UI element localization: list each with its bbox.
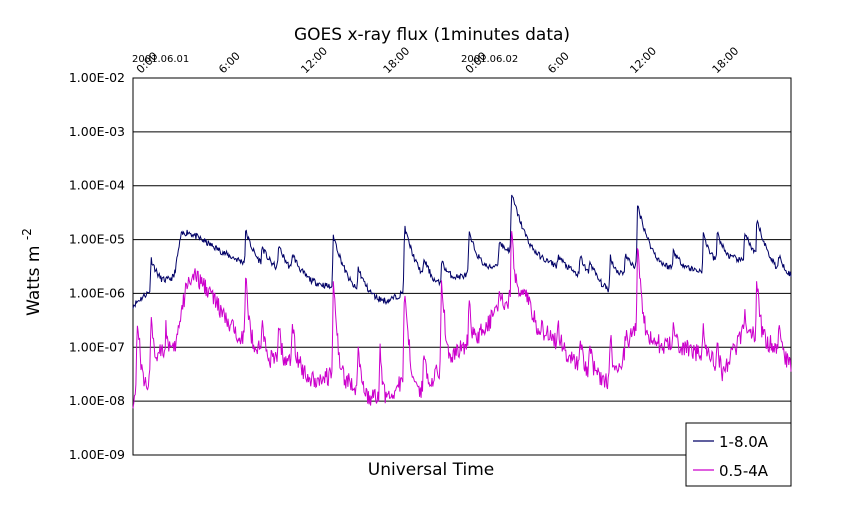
y-tick-label: 1.00E-07	[69, 339, 125, 354]
x-tick-label: 6:00	[216, 49, 243, 76]
plot-area-border	[132, 77, 792, 456]
y-tick-label: 1.00E-09	[69, 447, 125, 462]
svg-text:Watts m -2: Watts m -2	[20, 228, 44, 316]
y-axis-label: Watts m -2	[20, 228, 44, 316]
x-tick-label: 18:00	[381, 45, 413, 77]
y-tick-label: 1.00E-05	[69, 232, 125, 247]
x-tick-label: 12:00	[627, 45, 659, 77]
series-line-1-8.0A	[132, 194, 792, 309]
legend: 1-8.0A 0.5-4A	[685, 422, 792, 487]
y-tick-label: 1.00E-06	[69, 285, 125, 300]
legend-box	[685, 422, 792, 487]
date-label: 2001.06.01	[132, 54, 189, 65]
legend-label-1-8A: 1-8.0A	[719, 433, 769, 451]
y-tick-label: 1.00E-04	[69, 178, 125, 193]
date-labels: 2001.06.01 2001.06.02	[132, 54, 518, 65]
series-line-0.5-4A	[132, 231, 792, 409]
y-axis-ticks: 1.00E-09 1.00E-08 1.00E-07 1.00E-06 1.00E-05…	[69, 70, 125, 462]
y-axis-label-text: Watts m	[24, 246, 44, 316]
chart-title: GOES x-ray flux (1minutes data)	[294, 25, 570, 45]
x-tick-label: 18:00	[710, 45, 742, 77]
y-axis-label-exponent: -2	[20, 228, 34, 240]
series-lines	[132, 194, 792, 409]
y-tick-label: 1.00E-03	[69, 124, 125, 139]
y-tick-label: 1.00E-08	[69, 393, 125, 408]
date-label: 2001.06.02	[461, 54, 518, 65]
y-tick-label: 1.00E-02	[69, 70, 125, 85]
x-tick-label: 6:00	[545, 49, 572, 76]
legend-label-0.5-4A: 0.5-4A	[719, 462, 769, 480]
x-axis-ticks: 0:00 6:00 12:00 18:00 0:00 6:00 12:00 18:00	[134, 45, 741, 77]
x-tick-label: 12:00	[298, 45, 330, 77]
x-axis-label: Universal Time	[368, 460, 494, 480]
